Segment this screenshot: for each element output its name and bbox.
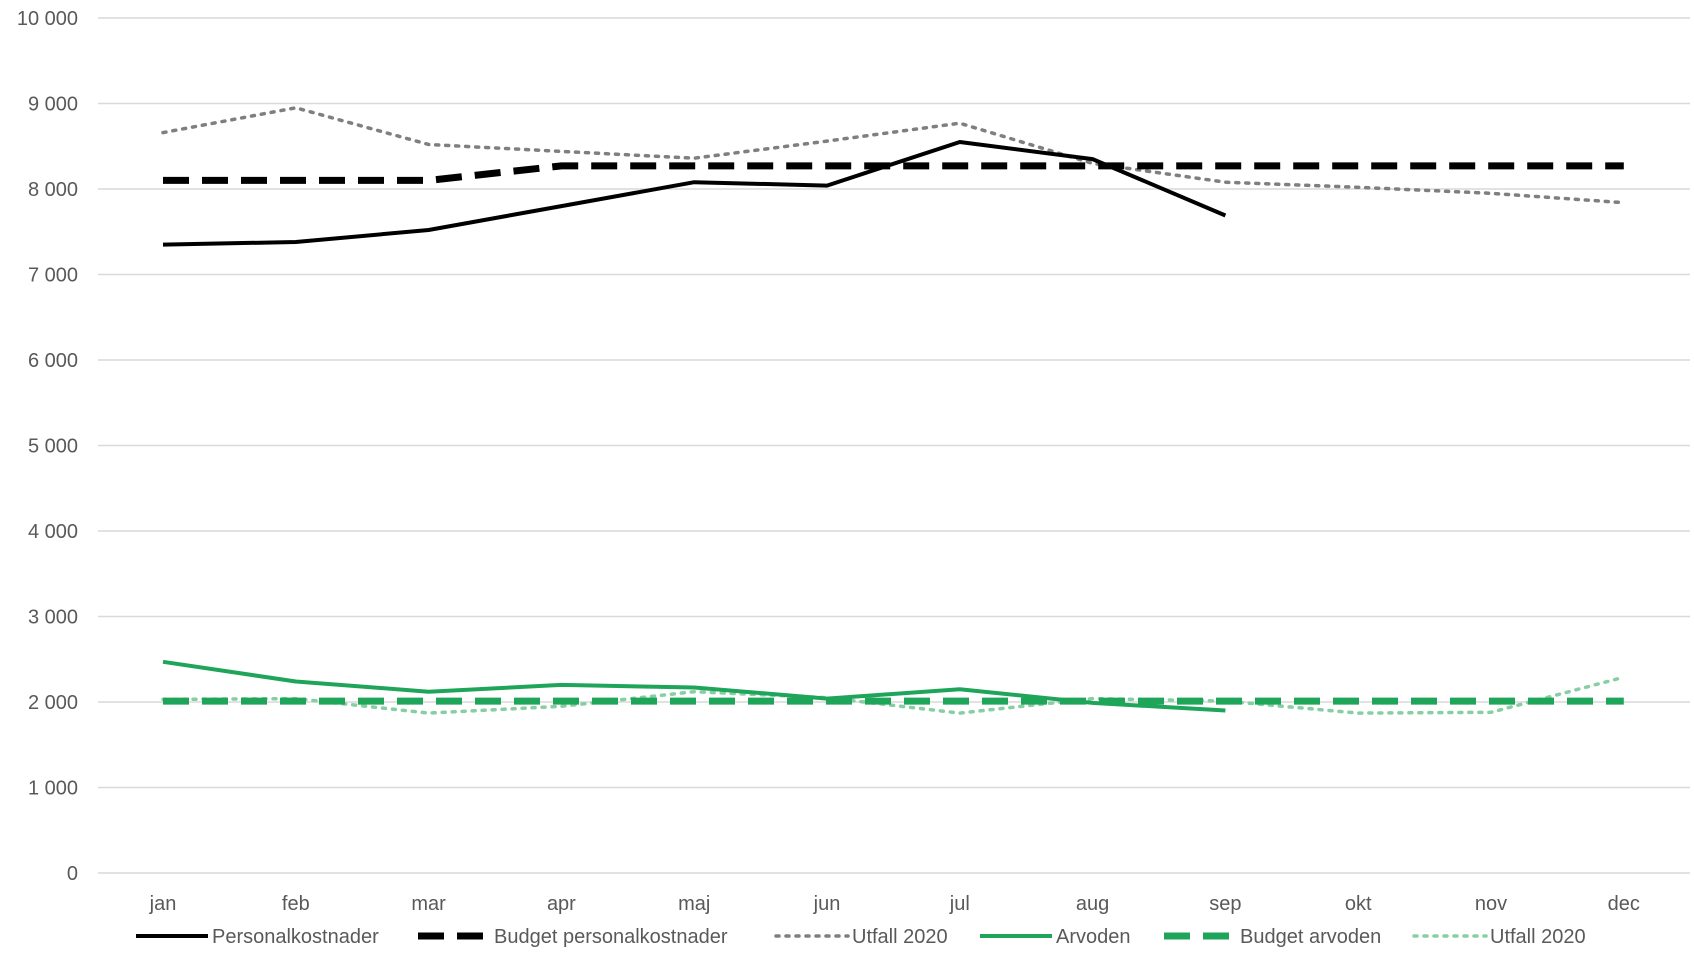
series-line-5 [161, 675, 1626, 715]
y-tick-label: 7 000 [28, 265, 78, 287]
legend-item: Budget personalkostnader [418, 926, 728, 948]
x-tick-label: maj [678, 893, 710, 915]
x-tick-label: jan [149, 893, 177, 915]
y-tick-label: 1 000 [28, 778, 78, 800]
legend-label: Personalkostnader [212, 926, 379, 948]
y-tick-label: 2 000 [28, 692, 78, 714]
legend-item: Utfall 2020 [1412, 926, 1586, 948]
series-line-1 [163, 162, 1624, 184]
y-tick-label: 3 000 [28, 607, 78, 629]
x-tick-label: apr [547, 893, 576, 915]
y-tick-label: 8 000 [28, 179, 78, 201]
x-tick-label: mar [411, 893, 446, 915]
y-tick-label: 0 [67, 863, 78, 885]
x-tick-label: sep [1209, 893, 1241, 915]
gridlines [98, 17, 1690, 874]
legend-item: Arvoden [980, 926, 1131, 948]
series-line-3 [162, 659, 1226, 713]
y-tick-label: 10 000 [17, 8, 78, 30]
x-axis-tick-labels: jan feb mar apr maj jun jul aug sep okt nov dec [149, 893, 1640, 915]
y-tick-label: 5 000 [28, 436, 78, 458]
x-tick-label: nov [1475, 893, 1507, 915]
x-tick-label: okt [1345, 893, 1372, 915]
series-line-2 [161, 106, 1626, 205]
y-tick-label: 6 000 [28, 350, 78, 372]
legend-label: Arvoden [1056, 926, 1131, 948]
x-tick-label: jun [813, 893, 841, 915]
legend-label: Utfall 2020 [852, 926, 948, 948]
legend-label: Budget arvoden [1240, 926, 1381, 948]
legend-label: Utfall 2020 [1490, 926, 1586, 948]
x-tick-label: aug [1076, 893, 1109, 915]
x-tick-label: dec [1608, 893, 1640, 915]
series-lines [161, 106, 1626, 715]
legend-item: Personalkostnader [136, 926, 379, 948]
series-line-0 [162, 140, 1227, 247]
x-tick-label: feb [282, 893, 310, 915]
legend-label: Budget personalkostnader [494, 926, 728, 948]
y-axis-tick-labels: 0 1 000 2 000 3 000 4 000 5 000 6 000 7 000 8 00… [17, 8, 78, 885]
y-tick-label: 9 000 [28, 94, 78, 116]
legend-item: Utfall 2020 [774, 926, 948, 948]
x-tick-label: jul [949, 893, 970, 915]
legend: Personalkostnader Budget personalkostnade… [136, 926, 1586, 948]
legend-item: Budget arvoden [1164, 926, 1381, 948]
y-tick-label: 4 000 [28, 521, 78, 543]
